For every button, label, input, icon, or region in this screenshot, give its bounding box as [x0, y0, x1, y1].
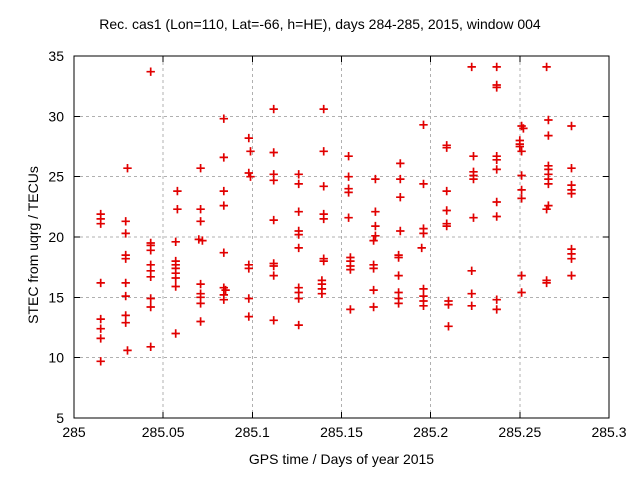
x-tick-label: 285.2: [413, 424, 448, 440]
x-tick-label: 285.3: [591, 424, 626, 440]
y-tick-label: 25: [48, 169, 64, 185]
y-tick-label: 35: [48, 48, 64, 64]
y-tick-label: 20: [48, 229, 64, 245]
y-tick-label: 10: [48, 350, 64, 366]
x-tick-label: 285.1: [235, 424, 270, 440]
data-points: [96, 62, 576, 366]
x-tick-label: 285: [62, 424, 86, 440]
x-tick-label: 285.05: [142, 424, 185, 440]
x-axis-label: GPS time / Days of year 2015: [248, 451, 435, 467]
chart-title: Rec. cas1 (Lon=110, Lat=-66, h=HE), days…: [99, 16, 541, 32]
y-tick-label: 30: [48, 108, 64, 124]
x-tick-label: 285.25: [498, 424, 541, 440]
x-tick-label: 285.15: [320, 424, 363, 440]
y-tick-label: 5: [56, 410, 64, 426]
y-tick-label: 15: [48, 289, 64, 305]
